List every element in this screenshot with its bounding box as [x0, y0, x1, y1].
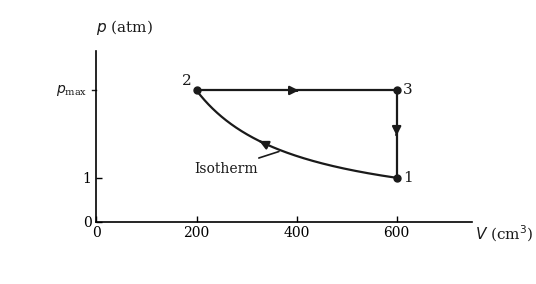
- Text: $V$ (cm$^3$): $V$ (cm$^3$): [475, 223, 534, 244]
- Text: $p$ (atm): $p$ (atm): [96, 18, 153, 37]
- Text: Isotherm: Isotherm: [194, 152, 279, 176]
- Text: $p_\mathregular{max}$: $p_\mathregular{max}$: [56, 83, 87, 98]
- Text: 2: 2: [182, 74, 191, 88]
- Text: 3: 3: [403, 83, 412, 97]
- Text: 1: 1: [403, 171, 412, 185]
